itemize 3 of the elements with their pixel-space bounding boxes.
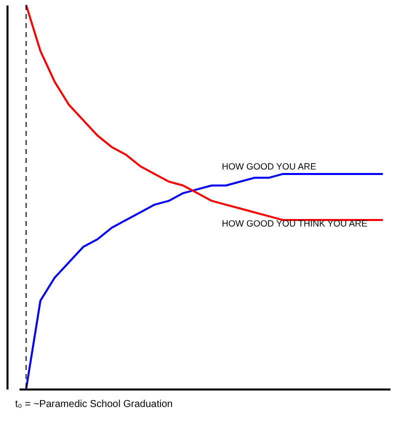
text: t₀ = ~Paramedic School Graduation bbox=[15, 399, 173, 410]
series-label: HOW GOOD YOU ARE bbox=[222, 161, 316, 172]
series-label: HOW GOOD YOU THINK YOU ARE bbox=[222, 218, 368, 229]
